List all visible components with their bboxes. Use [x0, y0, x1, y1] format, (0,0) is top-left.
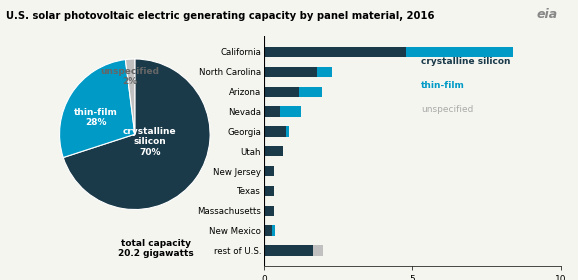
Bar: [313, 245, 323, 256]
Bar: [299, 87, 322, 97]
Bar: [280, 106, 301, 117]
Bar: [264, 87, 299, 97]
Bar: [264, 206, 274, 216]
Text: crystalline
silicon
70%: crystalline silicon 70%: [123, 127, 177, 157]
Bar: [264, 186, 274, 196]
Bar: [317, 67, 332, 77]
Wedge shape: [125, 59, 135, 134]
Bar: [264, 245, 313, 256]
Text: total capacity
20.2 gigawatts: total capacity 20.2 gigawatts: [118, 239, 194, 258]
Bar: [264, 126, 286, 137]
Text: unspecified: unspecified: [421, 105, 473, 114]
Bar: [406, 47, 513, 57]
Bar: [264, 225, 272, 236]
Text: thin-film: thin-film: [421, 81, 465, 90]
Bar: [272, 225, 275, 236]
Bar: [264, 47, 406, 57]
Bar: [286, 126, 289, 137]
Text: crystalline silicon: crystalline silicon: [421, 57, 511, 66]
Bar: [264, 166, 274, 176]
Bar: [264, 67, 317, 77]
Wedge shape: [60, 60, 135, 158]
Text: U.S. solar photovoltaic electric generating capacity by panel material, 2016: U.S. solar photovoltaic electric generat…: [6, 11, 434, 21]
Text: thin-film
28%: thin-film 28%: [74, 108, 117, 127]
Text: unspecified
2%: unspecified 2%: [100, 67, 159, 86]
Bar: [264, 146, 283, 156]
Bar: [264, 106, 280, 117]
Text: eia: eia: [536, 8, 558, 21]
Wedge shape: [63, 59, 210, 209]
